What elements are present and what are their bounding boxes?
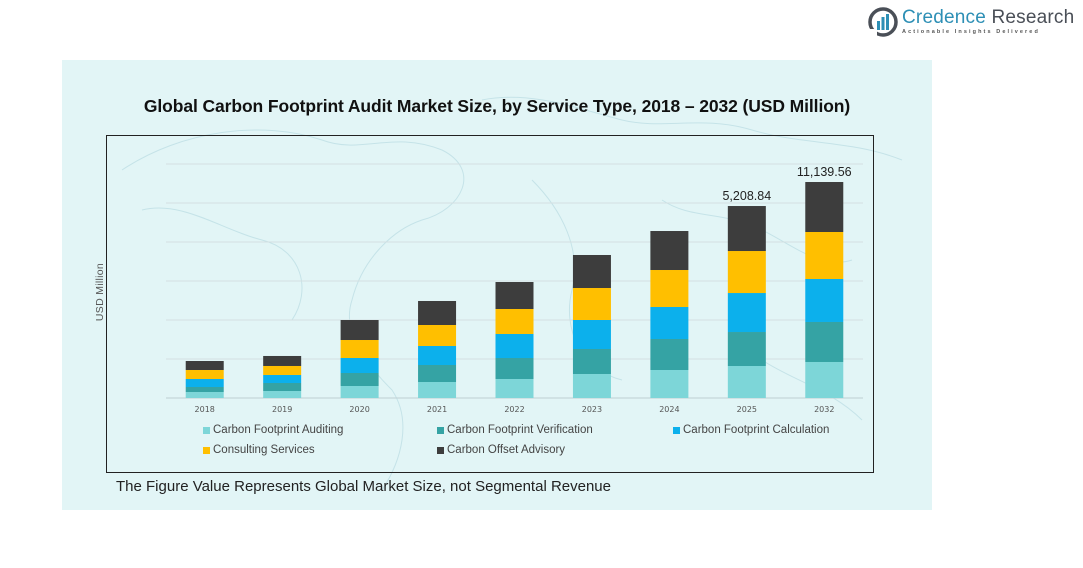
legend-item-verification[interactable]: Carbon Footprint Verification bbox=[437, 424, 593, 436]
chart-panel: Global Carbon Footprint Audit Market Siz… bbox=[62, 60, 932, 510]
bar-segment-carbon-footprint-verification-2021[interactable] bbox=[418, 364, 457, 383]
legend-label: Consulting Services bbox=[213, 444, 315, 456]
data-label-2025: 5,208.84 bbox=[722, 189, 771, 203]
bar-segment-carbon-footprint-auditing-2032[interactable] bbox=[805, 361, 844, 398]
bar-segment-carbon-footprint-verification-2020[interactable] bbox=[340, 373, 379, 386]
x-tick-label: 2032 bbox=[814, 405, 834, 414]
bar-segment-carbon-footprint-auditing-2022[interactable] bbox=[495, 378, 534, 398]
legend-label: Carbon Footprint Verification bbox=[447, 424, 593, 436]
legend-swatch bbox=[203, 426, 210, 434]
bar-segment-carbon-footprint-calculation-2032[interactable] bbox=[805, 279, 844, 322]
stacked-bar-chart: 2018 2019 2020 2021 2022 2023 2024 2025 5,208.84… bbox=[166, 163, 863, 414]
x-tick-label: 2021 bbox=[427, 405, 447, 414]
bar-segment-carbon-footprint-auditing-2020[interactable] bbox=[340, 385, 379, 398]
bar-segment-carbon-footprint-verification-2032[interactable] bbox=[805, 321, 844, 362]
bar-segment-carbon-offset-advisory-2021[interactable] bbox=[418, 300, 457, 325]
bar-segment-consulting-services-2020[interactable] bbox=[340, 340, 379, 358]
x-tick-label: 2023 bbox=[582, 405, 602, 414]
bar-segment-carbon-footprint-auditing-2019[interactable] bbox=[263, 391, 302, 398]
bar-segment-carbon-footprint-calculation-2021[interactable] bbox=[418, 345, 457, 365]
legend-swatch bbox=[673, 426, 680, 434]
bar-segment-carbon-footprint-calculation-2023[interactable] bbox=[572, 319, 611, 350]
bar-segment-carbon-offset-advisory-2023[interactable] bbox=[572, 254, 611, 288]
bar-segment-carbon-footprint-calculation-2020[interactable] bbox=[340, 357, 379, 374]
legend-item-offset-advisory[interactable]: Carbon Offset Advisory bbox=[437, 444, 565, 456]
legend-swatch bbox=[437, 426, 444, 434]
x-tick-label: 2020 bbox=[349, 405, 369, 414]
bar-segment-consulting-services-2023[interactable] bbox=[572, 287, 611, 320]
y-axis-label: USD Million bbox=[94, 262, 107, 322]
bar-chart-logo-icon bbox=[868, 7, 898, 37]
chart-area: USD Million 2018 2019 2020 2021 2022 2023 2024… bbox=[94, 135, 874, 473]
bar-segment-carbon-footprint-auditing-2023[interactable] bbox=[572, 373, 611, 398]
bar-segment-carbon-footprint-auditing-2025[interactable] bbox=[727, 366, 766, 398]
bar-segment-carbon-footprint-calculation-2025[interactable] bbox=[727, 293, 766, 333]
bar-segment-carbon-footprint-calculation-2018[interactable] bbox=[185, 378, 224, 388]
legend-label: Carbon Offset Advisory bbox=[447, 444, 566, 456]
bar-segment-carbon-footprint-calculation-2022[interactable] bbox=[495, 333, 534, 358]
bar-segment-consulting-services-2022[interactable] bbox=[495, 308, 534, 334]
bar-segment-carbon-offset-advisory-2020[interactable] bbox=[340, 320, 379, 341]
x-tick-label: 2024 bbox=[659, 405, 679, 414]
x-tick-label: 2025 bbox=[737, 405, 757, 414]
credence-research-logo[interactable]: Credence Research Actionable Insights De… bbox=[868, 4, 1074, 40]
bar-segment-carbon-footprint-verification-2024[interactable] bbox=[650, 338, 689, 371]
bar-segment-carbon-footprint-verification-2018[interactable] bbox=[185, 387, 224, 393]
bar-segment-carbon-footprint-calculation-2024[interactable] bbox=[650, 307, 689, 339]
bar-segment-consulting-services-2019[interactable] bbox=[263, 365, 302, 375]
legend-item-consulting[interactable]: Consulting Services bbox=[203, 444, 315, 456]
legend-item-auditing[interactable]: Carbon Footprint Auditing bbox=[203, 424, 343, 436]
bar-segment-carbon-footprint-verification-2022[interactable] bbox=[495, 357, 534, 379]
bar-segment-carbon-offset-advisory-2018[interactable] bbox=[185, 361, 224, 371]
legend-swatch bbox=[437, 446, 444, 454]
legend-swatch bbox=[203, 446, 210, 454]
bar-segment-carbon-offset-advisory-2032[interactable] bbox=[805, 182, 844, 232]
bar-segment-consulting-services-2021[interactable] bbox=[418, 324, 457, 346]
bar-segment-carbon-footprint-verification-2025[interactable] bbox=[727, 332, 766, 367]
bar-segment-carbon-footprint-auditing-2024[interactable] bbox=[650, 370, 689, 398]
bar-segment-consulting-services-2032[interactable] bbox=[805, 231, 844, 280]
bar-segment-carbon-offset-advisory-2025[interactable] bbox=[727, 206, 766, 252]
bar-segment-consulting-services-2025[interactable] bbox=[727, 251, 766, 294]
x-tick-label: 2019 bbox=[272, 405, 292, 414]
bar-segment-carbon-footprint-verification-2019[interactable] bbox=[263, 382, 302, 392]
x-tick-label: 2018 bbox=[195, 405, 215, 414]
x-tick-label: 2022 bbox=[504, 405, 524, 414]
bar-segment-carbon-offset-advisory-2019[interactable] bbox=[263, 355, 302, 366]
bar-segment-consulting-services-2024[interactable] bbox=[650, 270, 689, 308]
footnote: The Figure Value Represents Global Marke… bbox=[116, 478, 611, 495]
brand-tagline: Actionable Insights Delivered bbox=[902, 29, 1040, 36]
brand-name: Credence Research bbox=[902, 7, 1075, 29]
bar-segment-carbon-footprint-verification-2023[interactable] bbox=[572, 349, 611, 374]
bar-segment-carbon-offset-advisory-2024[interactable] bbox=[650, 231, 689, 271]
bar-segment-carbon-footprint-calculation-2019[interactable] bbox=[263, 374, 302, 383]
bar-segment-carbon-footprint-auditing-2018[interactable] bbox=[185, 392, 224, 398]
legend-label: Carbon Footprint Calculation bbox=[683, 424, 830, 436]
legend-label: Carbon Footprint Auditing bbox=[213, 424, 344, 436]
bar-segment-carbon-offset-advisory-2022[interactable] bbox=[495, 282, 534, 309]
bar-segment-carbon-footprint-auditing-2021[interactable] bbox=[418, 382, 457, 398]
legend-item-calculation[interactable]: Carbon Footprint Calculation bbox=[673, 424, 829, 436]
data-label-2032: 11,139.56 bbox=[797, 165, 852, 179]
bar-segment-consulting-services-2018[interactable] bbox=[185, 370, 224, 379]
chart-title: Global Carbon Footprint Audit Market Siz… bbox=[143, 96, 851, 116]
